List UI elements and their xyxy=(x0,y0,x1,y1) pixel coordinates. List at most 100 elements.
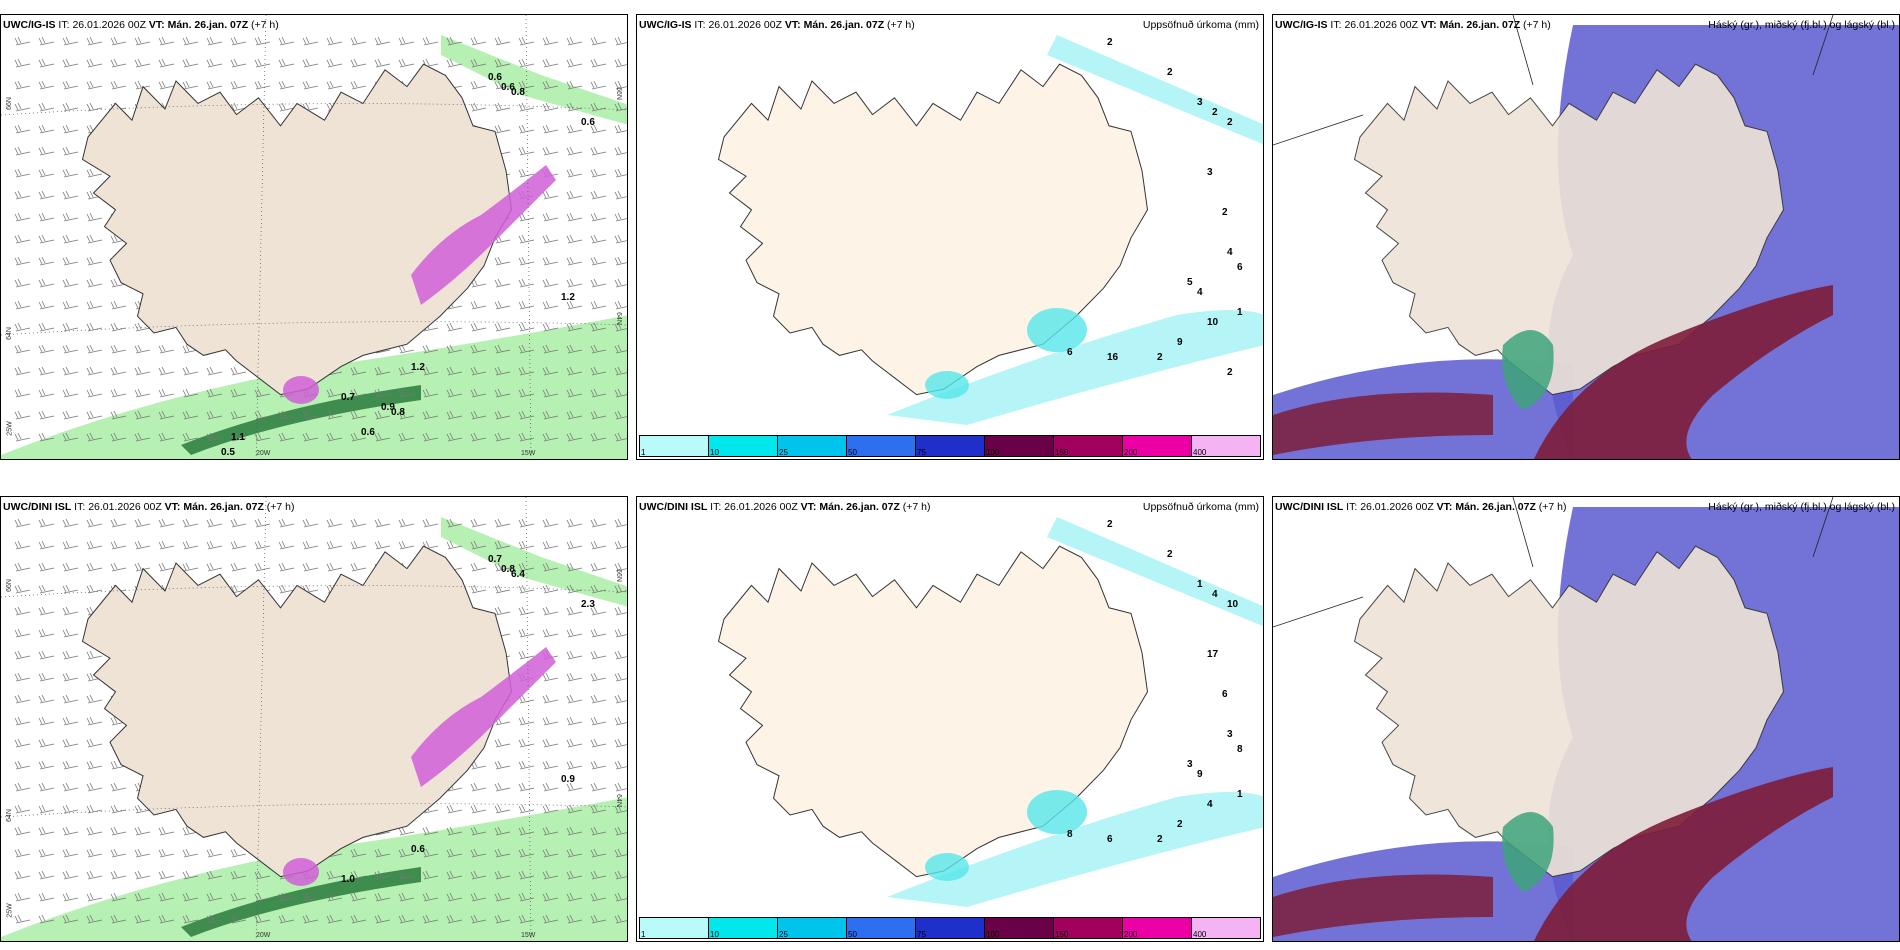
panel-header: UWC/DINI ISL IT: 26.01.2026 00Z VT: Mán.… xyxy=(1275,501,1567,513)
contour-label: 2 xyxy=(1167,549,1173,560)
it-value: 26.01.2026 00Z xyxy=(708,19,782,31)
it-value: 26.01.2026 00Z xyxy=(1360,501,1434,513)
colorbar-label: 75 xyxy=(917,448,926,457)
contour-label: 2 xyxy=(1227,367,1233,378)
colorbar-label: 150 xyxy=(1055,930,1069,939)
colorbar-label: 400 xyxy=(1193,448,1207,457)
variable-title: Uppsöfnuð úrkoma (mm) xyxy=(1142,19,1259,31)
cyan-area-north xyxy=(1047,35,1263,145)
contour-label: 0.8 xyxy=(511,87,525,98)
vt-value: Mán. 26.jan. 07Z xyxy=(1439,19,1521,31)
colorbar: 1 10 25 50 75 100 150 200 400 xyxy=(639,435,1261,457)
map-panel: 0.7 0.8 6.4 2.3 0.9 0.6 1.0 UWC/DINI ISL IT: 2… xyxy=(0,496,628,942)
model-name: UWC/IG-IS xyxy=(1275,19,1328,31)
contour-label: 0.8 xyxy=(501,564,515,575)
axis-label-lat64r: 64N xyxy=(615,312,623,325)
contour-label: 0.6 xyxy=(361,427,375,438)
cyan-area-north xyxy=(1047,517,1263,627)
map-panel: 0.6 0.6 0.8 0.6 1.2 1.2 0.7 0.9 0.8 0.6 1.1 0.5 UWC… xyxy=(0,14,628,460)
axis-label-lat66: 66N xyxy=(5,97,13,110)
vt-label: VT: xyxy=(164,501,181,513)
contour-label: 2 xyxy=(1177,819,1183,830)
cyan-spot-2 xyxy=(925,853,969,881)
cyan-spot xyxy=(1027,790,1087,834)
colorbar-segment: 50 xyxy=(847,436,916,457)
vt-label: VT: xyxy=(800,501,817,513)
contour-label: 9 xyxy=(1197,769,1203,780)
vt-value: Mán. 26.jan. 07Z xyxy=(803,19,885,31)
map-canvas xyxy=(1273,15,1899,459)
it-label: IT: xyxy=(710,501,722,513)
vt-label: VT: xyxy=(1436,501,1453,513)
contour-label: 0.9 xyxy=(561,774,575,785)
vt-value: Mán. 26.jan. 07Z xyxy=(1455,501,1536,513)
colorbar-label: 25 xyxy=(779,930,788,939)
contour-label: 6 xyxy=(1237,262,1243,273)
contour-label: 2 xyxy=(1227,117,1233,128)
contour-label: 1 xyxy=(1197,579,1203,590)
axis-label-lat64r: 64N xyxy=(615,794,623,807)
vt-value: Mán. 26.jan. 07Z xyxy=(183,501,264,513)
graticule xyxy=(1,497,627,941)
map-canvas: 0.60.60.80.61.21.20.70.90.80.61.10.5 xyxy=(1,15,627,459)
colorbar-label: 100 xyxy=(986,448,1000,457)
colorbar-label: 1 xyxy=(641,448,646,457)
contour-label: 0.7 xyxy=(488,554,502,565)
it-value: 26.01.2026 00Z xyxy=(724,501,798,513)
vt-label: VT: xyxy=(148,19,165,31)
coast-lines xyxy=(1273,15,1834,146)
contour-label: 2.3 xyxy=(581,599,595,610)
vt-value: Mán. 26.jan. 07Z xyxy=(819,501,900,513)
contour-label: 0.8 xyxy=(391,407,405,418)
colorbar-label: 1 xyxy=(641,930,646,939)
axis-label-25w: 25W xyxy=(6,421,14,436)
colorbar-segment: 25 xyxy=(778,436,847,457)
coast-lines xyxy=(1273,497,1834,628)
it-label: IT: xyxy=(74,501,86,513)
iceland-land xyxy=(1353,545,1785,878)
panel-header: UWC/DINI ISL IT: 26.01.2026 00Z VT: Mán.… xyxy=(639,501,931,513)
map-canvas xyxy=(1273,497,1899,941)
cyan-area-south xyxy=(887,792,1263,907)
colorbar-segment: 10 xyxy=(709,918,778,939)
graticule xyxy=(1,15,627,459)
contour-label: 0.6 xyxy=(488,72,502,83)
green-north xyxy=(441,517,627,607)
contour-label: 6 xyxy=(1107,834,1113,845)
colorbar-segment: 50 xyxy=(847,918,916,939)
contour-label: 2 xyxy=(1222,207,1228,218)
colorbar-segment: 150 xyxy=(1054,436,1123,457)
cyan-area-south xyxy=(887,310,1263,425)
model-name: UWC/IG-IS xyxy=(3,19,56,31)
it-value: 26.01.2026 00Z xyxy=(1344,19,1418,31)
lead-time: (+7 h) xyxy=(251,19,279,31)
lead-time: (+7 h) xyxy=(1523,19,1551,31)
map-panel: UWC/DINI ISL IT: 26.01.2026 00Z VT: Mán.… xyxy=(1272,496,1900,942)
contour-label: 1 xyxy=(1237,307,1243,318)
vt-label: VT: xyxy=(784,19,801,31)
colorbar-label: 200 xyxy=(1124,448,1138,457)
map-panel: 2 2 3 2 2 3 2 4 6 4 10 16 6 5 9 1 2 2 1 10 25 50 75 100 1… xyxy=(636,14,1264,460)
maroon-highcloud xyxy=(1533,285,1833,459)
contour-label: 0.6 xyxy=(411,844,425,855)
colorbar-label: 75 xyxy=(917,930,926,939)
contour-label: 16 xyxy=(1107,352,1119,363)
it-label: IT: xyxy=(58,19,70,31)
green-north xyxy=(441,35,627,125)
contour-label: 1.2 xyxy=(411,362,425,373)
it-label: IT: xyxy=(1330,19,1342,31)
it-label: IT: xyxy=(694,19,706,31)
contour-labels: 0.70.86.4 2.3 0.9 0.6 1.0 xyxy=(341,554,595,885)
variable-title: Háský (gr.), miðský (fj.bl.) og lágský (… xyxy=(1708,501,1895,513)
colorbar-segment: 25 xyxy=(778,918,847,939)
vt-value: Mán. 26.jan. 07Z xyxy=(167,19,249,31)
axis-label-20w: 20W xyxy=(256,450,271,457)
contour-label: 2 xyxy=(1167,67,1173,78)
green-lowcloud xyxy=(1502,812,1554,892)
axis-label-20w: 20W xyxy=(256,932,271,939)
contour-label: 6.4 xyxy=(511,569,525,580)
colorbar-label: 10 xyxy=(710,448,719,457)
colorbar-segment: 100 xyxy=(985,436,1054,457)
lead-time: (+7 h) xyxy=(887,19,915,31)
variable-title: Háský (gr.), miðský (fj.bl.) og lágský (… xyxy=(1708,19,1895,31)
